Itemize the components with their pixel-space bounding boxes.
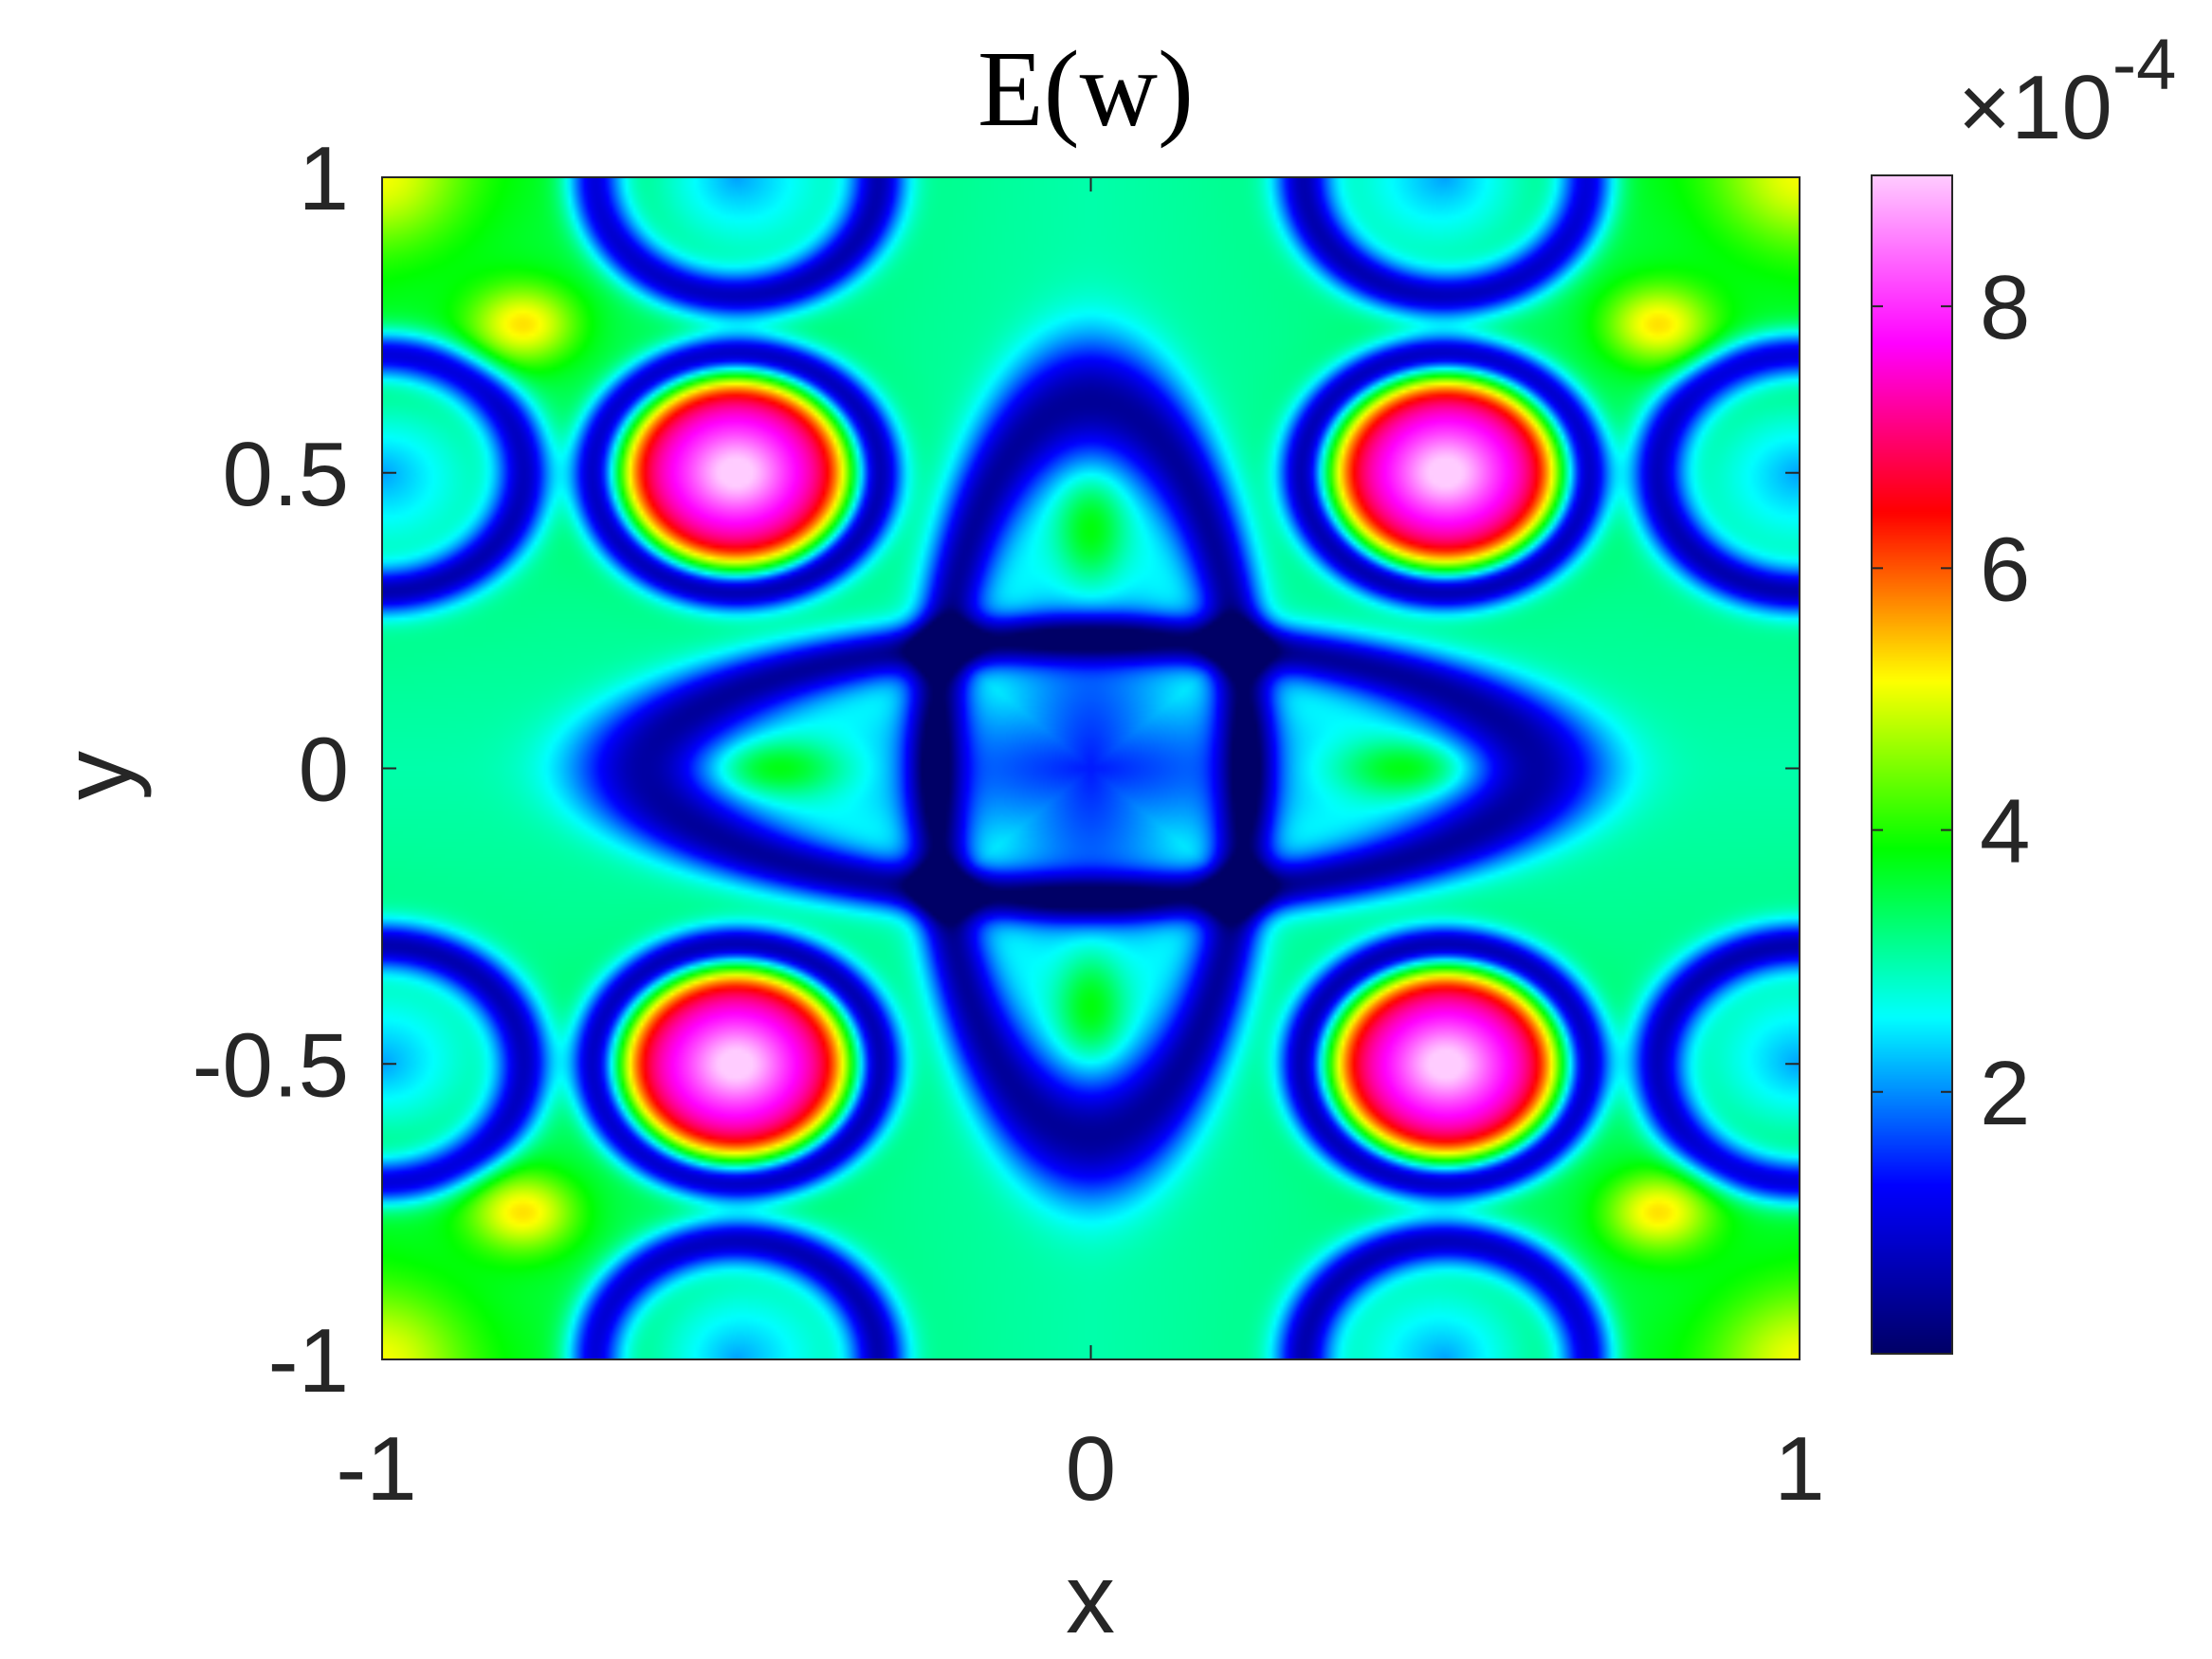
y-axis-label: y — [43, 751, 153, 800]
x-tick-label: 1 — [1774, 1418, 1824, 1520]
x-tick-label: -1 — [336, 1418, 416, 1520]
y-tick-label: 1 — [299, 128, 349, 229]
plot-area — [381, 176, 1801, 1360]
colorbar-tick-label: 8 — [1980, 257, 2030, 358]
y-axis: -1 -0.5 0 0.5 1 — [192, 128, 1800, 1412]
colorbar-tick-label: 6 — [1980, 519, 2030, 620]
colorbar-frame — [1871, 174, 1953, 1355]
y-tick-label: 0.5 — [223, 424, 349, 525]
colorbar-ticks: 2 4 6 8 — [1872, 257, 2030, 1144]
y-tick-label: 0 — [299, 720, 349, 821]
y-tick-label: -0.5 — [192, 1014, 349, 1116]
colorbar: 2 4 6 8 ×10-4 — [1871, 25, 2176, 1355]
heatmap-canvas — [382, 177, 1800, 1359]
x-axis: -1 0 1 — [336, 177, 1825, 1520]
x-axis-label: x — [1066, 1544, 1115, 1654]
colorbar-tick-label: 2 — [1980, 1043, 2030, 1144]
colorbar-multiplier-base: ×10 — [1958, 57, 2112, 158]
chart-title: E(w) — [978, 28, 1194, 149]
colorbar-tick-label: 4 — [1980, 781, 2030, 883]
colorbar-canvas — [1872, 175, 1952, 1354]
colorbar-exponent: -4 — [2112, 25, 2177, 105]
y-tick-label: -1 — [268, 1310, 349, 1412]
colorbar-multiplier: ×10-4 — [1958, 25, 2176, 158]
x-tick-label: 0 — [1066, 1418, 1116, 1520]
